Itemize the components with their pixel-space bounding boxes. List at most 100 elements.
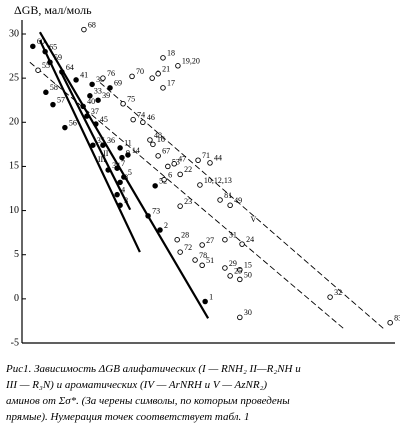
y-tick-label: 10 [9, 205, 19, 216]
data-point [157, 227, 163, 233]
fit-line [38, 39, 141, 253]
point-label: 29 [229, 259, 237, 268]
point-label: 38 [96, 75, 104, 84]
data-point [175, 63, 181, 69]
point-label: 67 [162, 147, 170, 156]
point-label: 3 [124, 196, 128, 205]
point-label: 65 [49, 42, 57, 51]
data-point [90, 142, 96, 148]
data-point [177, 203, 183, 209]
point-label: 83 [394, 314, 400, 323]
line-label: III [98, 155, 106, 164]
point-label: 46 [147, 113, 155, 122]
data-point [165, 163, 171, 170]
point-label: 31 [229, 231, 237, 240]
point-label: 55 [42, 61, 50, 70]
data-point [84, 113, 90, 119]
data-point [140, 119, 146, 126]
data-point [62, 124, 68, 131]
data-point [59, 69, 65, 75]
point-label: 60 [37, 37, 45, 46]
data-point [197, 182, 203, 188]
point-label: 78 [199, 251, 207, 260]
data-point [199, 262, 205, 269]
y-axis-label: ΔGB, мал/моль [14, 3, 92, 17]
y-tick-label: -5 [11, 337, 19, 348]
point-label: 64 [66, 63, 74, 72]
data-point [81, 26, 87, 33]
data-point [155, 153, 161, 159]
point-label: 71 [202, 151, 210, 160]
data-point [174, 236, 180, 243]
data-point [149, 75, 155, 81]
point-label: 10,12,13 [204, 176, 232, 185]
data-point [160, 55, 166, 61]
data-point [117, 202, 123, 209]
data-point [89, 81, 95, 88]
data-point [105, 167, 111, 173]
point-label: 37 [91, 107, 99, 116]
point-label: 1 [209, 292, 213, 301]
data-point [150, 141, 156, 148]
data-point [87, 93, 93, 99]
point-label: 22 [184, 165, 192, 174]
data-point [199, 242, 205, 248]
point-label: 8 [124, 173, 128, 182]
data-point [237, 266, 243, 273]
caption-line: аминов от Σσ*. (За черены символы, по ко… [6, 395, 290, 407]
line-label: II [103, 149, 109, 158]
data-point [237, 314, 243, 321]
point-label: 6 [168, 170, 172, 179]
data-point [195, 157, 201, 163]
data-point [100, 142, 106, 148]
data-point [120, 100, 126, 107]
y-tick-label: 0 [14, 293, 19, 304]
caption-line: Рис1. Зависимость ΔGB алифатических (I —… [5, 363, 301, 375]
data-point [117, 179, 123, 186]
data-point [222, 236, 228, 243]
data-point [160, 85, 166, 91]
data-point [73, 77, 79, 83]
point-label: 70 [136, 67, 144, 76]
point-label: 50 [244, 270, 252, 279]
data-point [327, 294, 333, 300]
point-label: 15 [244, 261, 252, 270]
point-label: 23 [184, 197, 192, 206]
point-label: 59 [54, 53, 62, 62]
data-point [129, 73, 135, 80]
line-label: V [250, 215, 256, 224]
y-tick-label: 15 [9, 161, 19, 172]
data-point [192, 257, 198, 263]
data-point [177, 171, 183, 178]
point-label: 18 [167, 49, 175, 58]
point-label: 49 [234, 196, 242, 205]
point-label: 7 [121, 159, 125, 168]
data-point [152, 183, 158, 189]
data-point [93, 121, 99, 127]
point-label: 27 [206, 236, 214, 245]
point-label: 11 [124, 139, 132, 148]
data-point [47, 59, 53, 66]
data-point [155, 70, 161, 77]
point-label: 56 [69, 118, 77, 127]
point-label: 41 [80, 71, 88, 80]
data-point [239, 241, 245, 247]
point-label: 35 [97, 136, 105, 145]
point-label: 75 [127, 95, 135, 104]
point-label: 30 [244, 308, 252, 317]
point-label: 2 [164, 221, 168, 230]
data-point [227, 273, 233, 279]
data-point [117, 145, 123, 151]
y-tick-label: 5 [14, 249, 19, 260]
point-label: 76 [107, 69, 115, 78]
data-point [43, 89, 49, 96]
point-label: 17 [167, 79, 175, 88]
point-label: 16 [157, 135, 165, 144]
point-label: 74 [137, 110, 145, 119]
y-tick-label: 20 [9, 117, 19, 128]
point-label: 34 [112, 161, 120, 170]
data-point [147, 137, 153, 143]
data-point [145, 213, 151, 219]
data-point [42, 48, 48, 55]
data-point [121, 174, 127, 180]
